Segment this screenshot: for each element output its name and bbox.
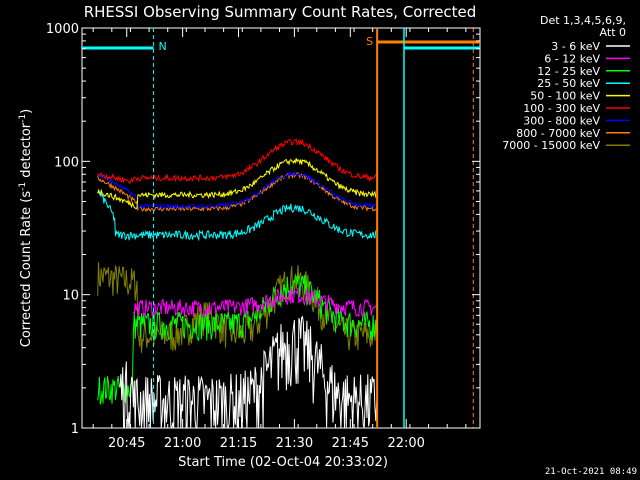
series-line — [119, 315, 378, 429]
legend-label: 300 - 800 keV — [523, 114, 600, 127]
y-tick-label: 100 — [54, 155, 79, 170]
x-axis-label: Start Time (02-Oct-04 20:33:02) — [178, 455, 388, 470]
legend-label: 50 - 100 keV — [530, 90, 600, 103]
legend-label: 3 - 6 keV — [551, 40, 600, 53]
legend-header: Det 1,3,4,5,6,9, — [540, 14, 626, 27]
legend-label: 12 - 25 keV — [537, 65, 600, 78]
y-tick-label: 1 — [71, 422, 79, 437]
legend-label: 100 - 300 keV — [523, 102, 600, 115]
x-tick-label: 22:00 — [387, 436, 424, 451]
axis-layer: 1 10 100 1000 20:45 21:00 21:15 21:30 21:45 22:00 — [46, 22, 480, 451]
y-tick-label: 1000 — [46, 22, 79, 37]
series-layer — [97, 138, 378, 429]
timestamp: 21-Oct-2021 08:49 — [545, 467, 637, 477]
series-line — [97, 138, 378, 185]
series-line — [132, 287, 378, 318]
series-line — [97, 274, 378, 405]
saa-label: S — [366, 35, 373, 48]
x-tick-label: 21:15 — [220, 436, 257, 451]
series-line — [97, 188, 377, 242]
series-line — [97, 158, 377, 210]
x-tick-label: 20:45 — [108, 436, 145, 451]
series-line — [97, 170, 378, 210]
y-tick-label: 10 — [62, 289, 79, 304]
night-label: N — [159, 40, 167, 53]
legend-label: 25 - 50 keV — [537, 77, 600, 90]
x-tick-label: 21:00 — [164, 436, 201, 451]
legend-label: 7000 - 15000 keV — [502, 139, 600, 152]
x-tick-label: 21:45 — [332, 436, 369, 451]
legend-header: Att 0 — [600, 26, 626, 39]
y-axis-label: Corrected Count Rate (s-1 detector-1) — [18, 109, 34, 347]
legend-label: 800 - 7000 keV — [516, 127, 600, 140]
plot-frame — [81, 27, 481, 429]
legend-label: 6 - 12 keV — [544, 52, 600, 65]
chart-title: RHESSI Observing Summary Count Rates, Co… — [84, 3, 477, 21]
x-tick-label: 21:30 — [276, 436, 313, 451]
